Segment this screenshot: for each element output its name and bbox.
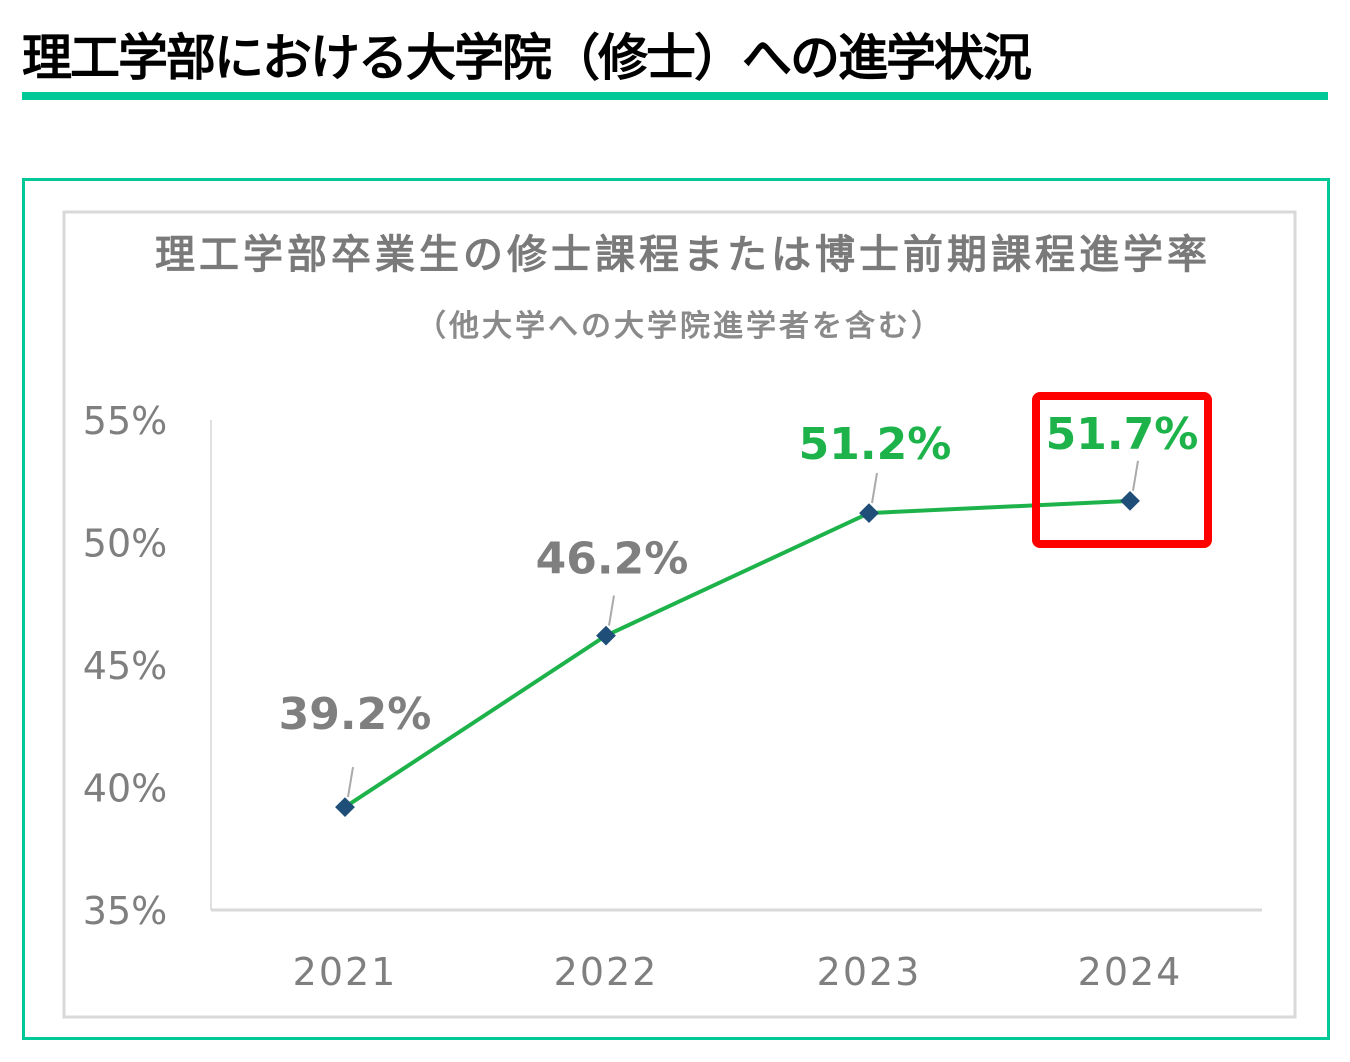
- data-point-marker: [859, 503, 879, 523]
- title-underline: [22, 92, 1328, 100]
- data-point-marker: [1120, 490, 1140, 511]
- chart-title: 理工学部卒業生の修士課程または博士前期課程進学率: [155, 232, 1211, 278]
- data-label-leader: [1132, 460, 1139, 492]
- y-tick-label: 40%: [83, 767, 167, 811]
- chart-subtitle: （他大学への大学院進学者を含む）: [416, 309, 944, 344]
- x-tick-label: 2021: [293, 950, 398, 994]
- y-tick-label: 55%: [83, 399, 167, 443]
- data-label-leader: [608, 595, 615, 626]
- page-title: 理工学部における大学院（修士）への進学状況: [22, 29, 1032, 87]
- chart-frame: [62, 210, 1297, 1019]
- data-label: 51.2%: [799, 419, 952, 470]
- highlight-box-2024: [1032, 392, 1212, 548]
- series-line: [343, 498, 1131, 809]
- chart-container: [22, 178, 1330, 1040]
- data-label: 46.2%: [536, 534, 689, 585]
- x-tick-label: 2023: [817, 950, 922, 994]
- x-tick-label: 2022: [554, 950, 659, 994]
- data-point-marker: [335, 797, 355, 817]
- data-label: 39.2%: [279, 689, 432, 740]
- y-tick-label: 45%: [83, 644, 167, 688]
- data-label-leader: [347, 766, 354, 798]
- data-label: 51.7%: [1046, 409, 1199, 460]
- data-point-marker: [596, 625, 616, 646]
- y-tick-label: 50%: [83, 522, 167, 566]
- y-tick-label: 35%: [83, 889, 167, 933]
- x-tick-label: 2024: [1078, 950, 1183, 994]
- data-label-leader: [871, 472, 878, 504]
